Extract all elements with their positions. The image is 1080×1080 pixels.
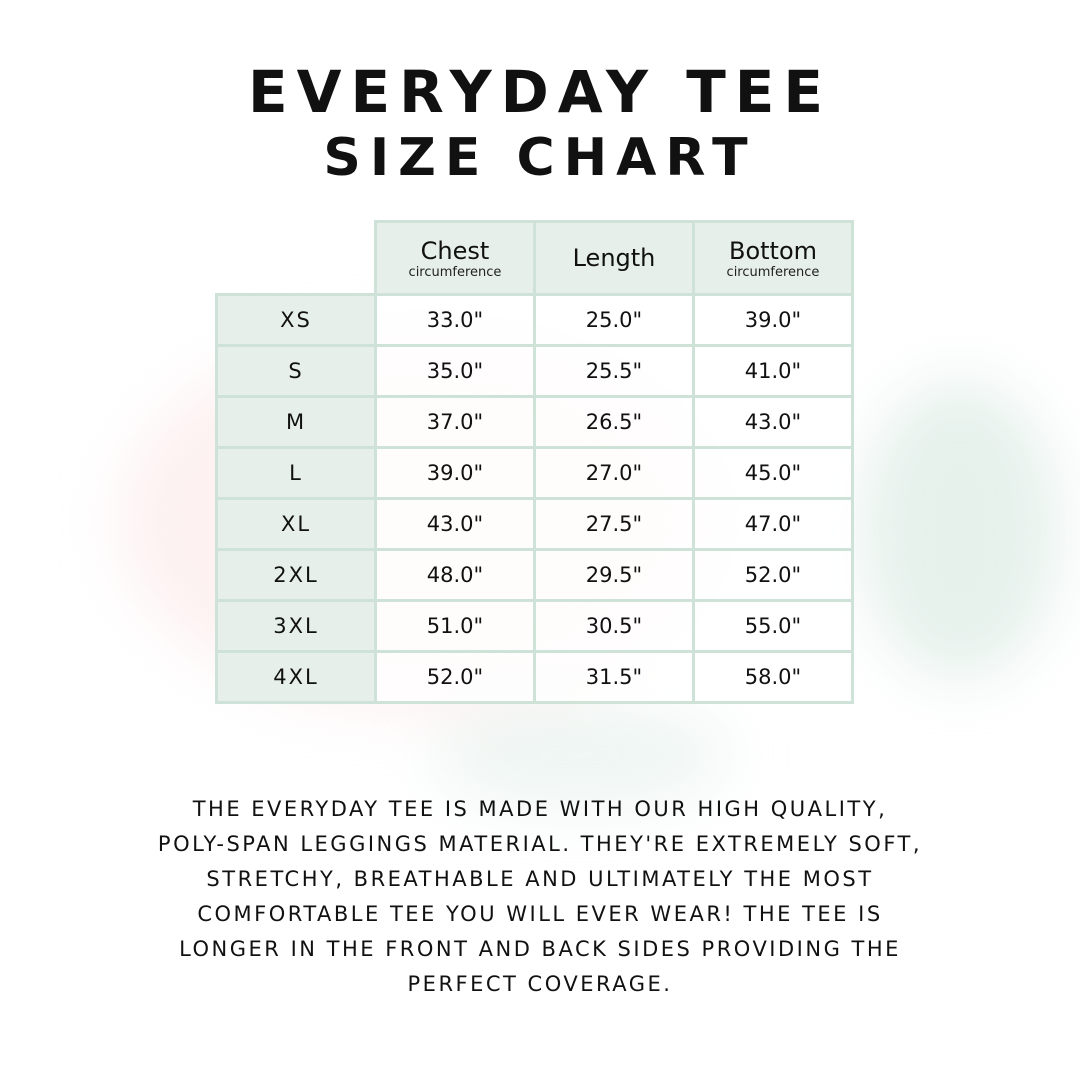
table-row: XS 33.0" 25.0" 39.0" [215,293,854,347]
table-row: 3XL 51.0" 30.5" 55.0" [215,599,854,653]
measurement-cell: 41.0" [692,344,854,398]
size-label: 2XL [215,548,377,602]
header-label: Length [572,244,656,272]
measurement-cell: 39.0" [692,293,854,347]
header-sublabel: circumference [408,264,502,280]
page-title: EVERYDAY TEE [247,58,833,126]
size-chart-table: Chest circumference Length Bottom circumfe… [215,220,854,704]
description-line: comfortable tee you will ever wear! The … [197,902,883,926]
measurement-cell: 27.5" [533,497,695,551]
measurement-cell: 29.5" [533,548,695,602]
size-label: XS [215,293,377,347]
size-label: L [215,446,377,500]
description-line: longer in the front and back sides provi… [179,937,901,961]
corner-cell [217,222,376,295]
measurement-cell: 35.0" [374,344,536,398]
description-line: perfect coverage. [407,972,673,996]
header-sublabel: circumference [726,264,820,280]
measurement-cell: 30.5" [533,599,695,653]
description-line: The Everyday Tee is made with our high q… [192,797,888,821]
header-chest: Chest circumference [374,220,536,296]
size-label: 4XL [215,650,377,704]
header-label: Chest [420,236,490,265]
table-row: 2XL 48.0" 29.5" 52.0" [215,548,854,602]
background-cactus-pot [430,700,730,810]
measurement-cell: 26.5" [533,395,695,449]
measurement-cell: 52.0" [374,650,536,704]
measurement-cell: 58.0" [692,650,854,704]
measurement-cell: 31.5" [533,650,695,704]
page-subtitle: SIZE CHART [323,128,757,188]
table-row: L 39.0" 27.0" 45.0" [215,446,854,500]
measurement-cell: 27.0" [533,446,695,500]
measurement-cell: 48.0" [374,548,536,602]
size-label: XL [215,497,377,551]
measurement-cell: 51.0" [374,599,536,653]
measurement-cell: 52.0" [692,548,854,602]
measurement-cell: 37.0" [374,395,536,449]
table-row: 4XL 52.0" 31.5" 58.0" [215,650,854,704]
background-cactus-illustration [860,380,1060,680]
measurement-cell: 43.0" [692,395,854,449]
table-row: XL 43.0" 27.5" 47.0" [215,497,854,551]
measurement-cell: 47.0" [692,497,854,551]
measurement-cell: 43.0" [374,497,536,551]
size-label: M [215,395,377,449]
table-row: S 35.0" 25.5" 41.0" [215,344,854,398]
measurement-cell: 25.0" [533,293,695,347]
measurement-cell: 45.0" [692,446,854,500]
table-row: M 37.0" 26.5" 43.0" [215,395,854,449]
measurement-cell: 55.0" [692,599,854,653]
description-line: stretchy, breathable and ultimately the … [206,867,874,891]
table-header-row: Chest circumference Length Bottom circumfe… [217,220,854,296]
header-label: Bottom [728,236,818,265]
measurement-cell: 33.0" [374,293,536,347]
header-bottom: Bottom circumference [692,220,854,296]
description-line: poly-span leggings material. They're ext… [157,832,923,856]
size-label: 3XL [215,599,377,653]
header-length: Length [533,220,695,296]
product-description: The Everyday Tee is made with our high q… [60,792,1020,1002]
measurement-cell: 39.0" [374,446,536,500]
measurement-cell: 25.5" [533,344,695,398]
size-label: S [215,344,377,398]
